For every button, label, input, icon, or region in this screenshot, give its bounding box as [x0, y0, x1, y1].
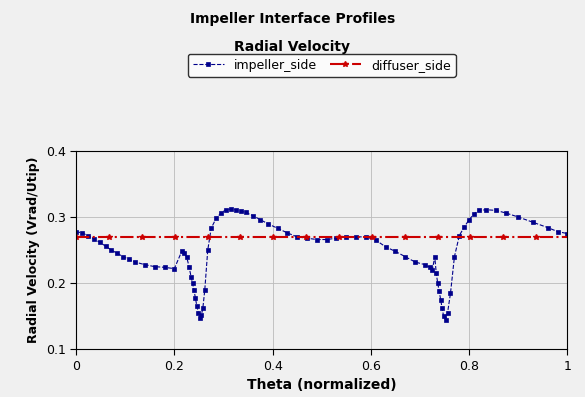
impeller_side [363, 235, 370, 239]
impeller_side [151, 264, 158, 269]
X-axis label: Theta (normalized): Theta (normalized) [247, 378, 397, 392]
diffuser_side [373, 235, 380, 239]
Y-axis label: Radial Velocity (Vrad/Utip): Radial Velocity (Vrad/Utip) [27, 157, 40, 343]
diffuser_side [487, 235, 494, 239]
impeller_side [433, 271, 440, 276]
impeller_side [564, 231, 571, 236]
diffuser_side [365, 235, 372, 239]
Line: diffuser_side: diffuser_side [73, 234, 570, 240]
Text: Impeller Interface Profiles: Impeller Interface Profiles [190, 12, 395, 26]
Text: Radial Velocity: Radial Velocity [235, 40, 350, 54]
Line: impeller_side: impeller_side [74, 207, 570, 322]
impeller_side [73, 229, 80, 234]
impeller_side [442, 317, 449, 322]
impeller_side [440, 314, 447, 319]
diffuser_side [564, 235, 571, 239]
diffuser_side [518, 235, 525, 239]
impeller_side [228, 207, 235, 212]
impeller_side [102, 244, 109, 249]
impeller_side [183, 254, 190, 259]
Legend: impeller_side, diffuser_side: impeller_side, diffuser_side [188, 54, 456, 77]
diffuser_side [73, 235, 80, 239]
diffuser_side [74, 235, 81, 239]
diffuser_side [363, 235, 370, 239]
